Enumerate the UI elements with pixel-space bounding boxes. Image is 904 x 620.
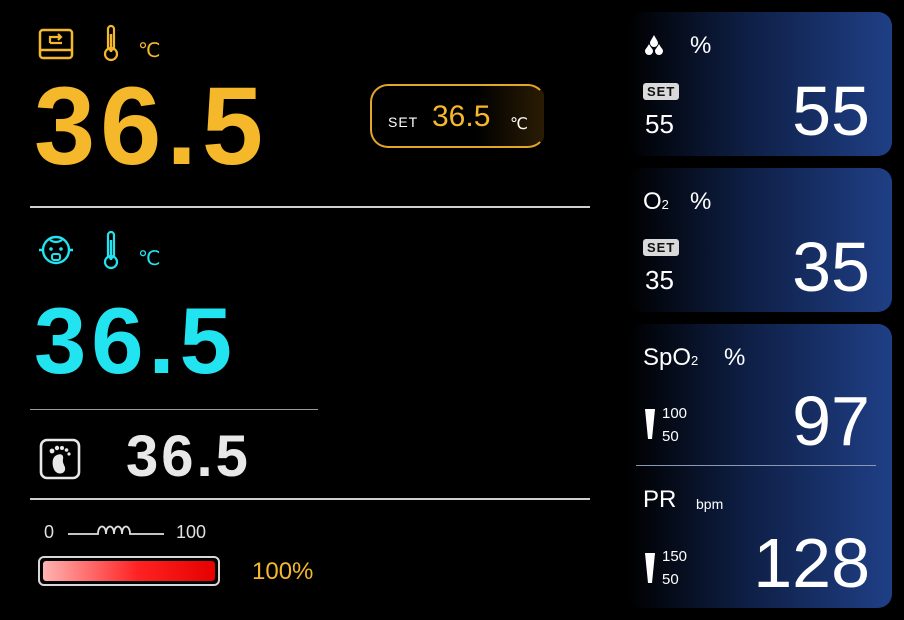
heater-power-fill — [43, 561, 215, 581]
humidity-drops-icon — [645, 35, 663, 55]
oxygen-unit: % — [690, 188, 712, 215]
spo2-value: 97 — [792, 382, 870, 460]
baby-face-icon — [39, 235, 73, 265]
spo2-label-text: SpO — [643, 344, 692, 371]
setpoint-unit: ℃ — [510, 116, 528, 133]
divider — [636, 465, 876, 466]
humidity-value: 55 — [792, 72, 870, 150]
incubator-icon — [38, 28, 74, 60]
pulse-rate-alarm-low: 50 — [662, 571, 679, 588]
pulse-rate-value: 128 — [753, 524, 870, 602]
divider — [30, 409, 318, 410]
heater-scale-max: 100 — [176, 522, 207, 542]
oxygen-set-value: 35 — [645, 265, 674, 295]
air-temp-value: 36.5 — [34, 65, 269, 188]
foot-icon — [39, 438, 81, 480]
spo2-alarm-low: 50 — [662, 428, 679, 445]
divider — [30, 498, 590, 500]
oxygen-label-sub: 2 — [661, 197, 669, 212]
heater-power-bar — [38, 556, 220, 586]
alarm-limits-icon — [645, 553, 655, 583]
thermometer-icon — [103, 24, 119, 62]
setpoint-label: SET — [388, 114, 419, 130]
vitals-panel[interactable] — [628, 324, 892, 608]
thermometer-icon — [103, 230, 119, 270]
oxygen-label: O2 — [643, 188, 669, 216]
heater-power-percent: 100% — [252, 558, 314, 585]
oxygen-value: 35 — [792, 228, 870, 306]
foot-temp-value: 36.5 — [126, 424, 251, 489]
spo2-alarm-high: 100 — [662, 405, 688, 422]
setpoint-value: 36.5 — [432, 100, 491, 133]
air-temp-unit: ℃ — [138, 40, 161, 62]
air-temp-setpoint[interactable]: SET 36.5 ℃ — [370, 84, 546, 148]
oxygen-set-label: SET — [643, 239, 680, 256]
pulse-rate-alarm-high: 150 — [662, 548, 688, 565]
pulse-rate-unit: bpm — [696, 496, 724, 512]
skin-temp-value: 36.5 — [34, 288, 237, 393]
spo2-label-sub: 2 — [691, 353, 699, 368]
heater-coil-icon — [68, 525, 164, 535]
humidity-set-value: 55 — [645, 109, 674, 139]
skin-temp-unit: ℃ — [138, 248, 161, 270]
oxygen-label-text: O — [643, 188, 662, 215]
spo2-label: SpO2 — [643, 344, 698, 372]
divider — [30, 206, 590, 208]
alarm-limits-icon — [645, 409, 655, 439]
spo2-unit: % — [724, 344, 746, 371]
humidity-unit: % — [690, 32, 712, 59]
pulse-rate-label: PR — [643, 486, 677, 513]
heater-scale-min: 0 — [44, 522, 55, 542]
humidity-set-label: SET — [643, 83, 680, 100]
